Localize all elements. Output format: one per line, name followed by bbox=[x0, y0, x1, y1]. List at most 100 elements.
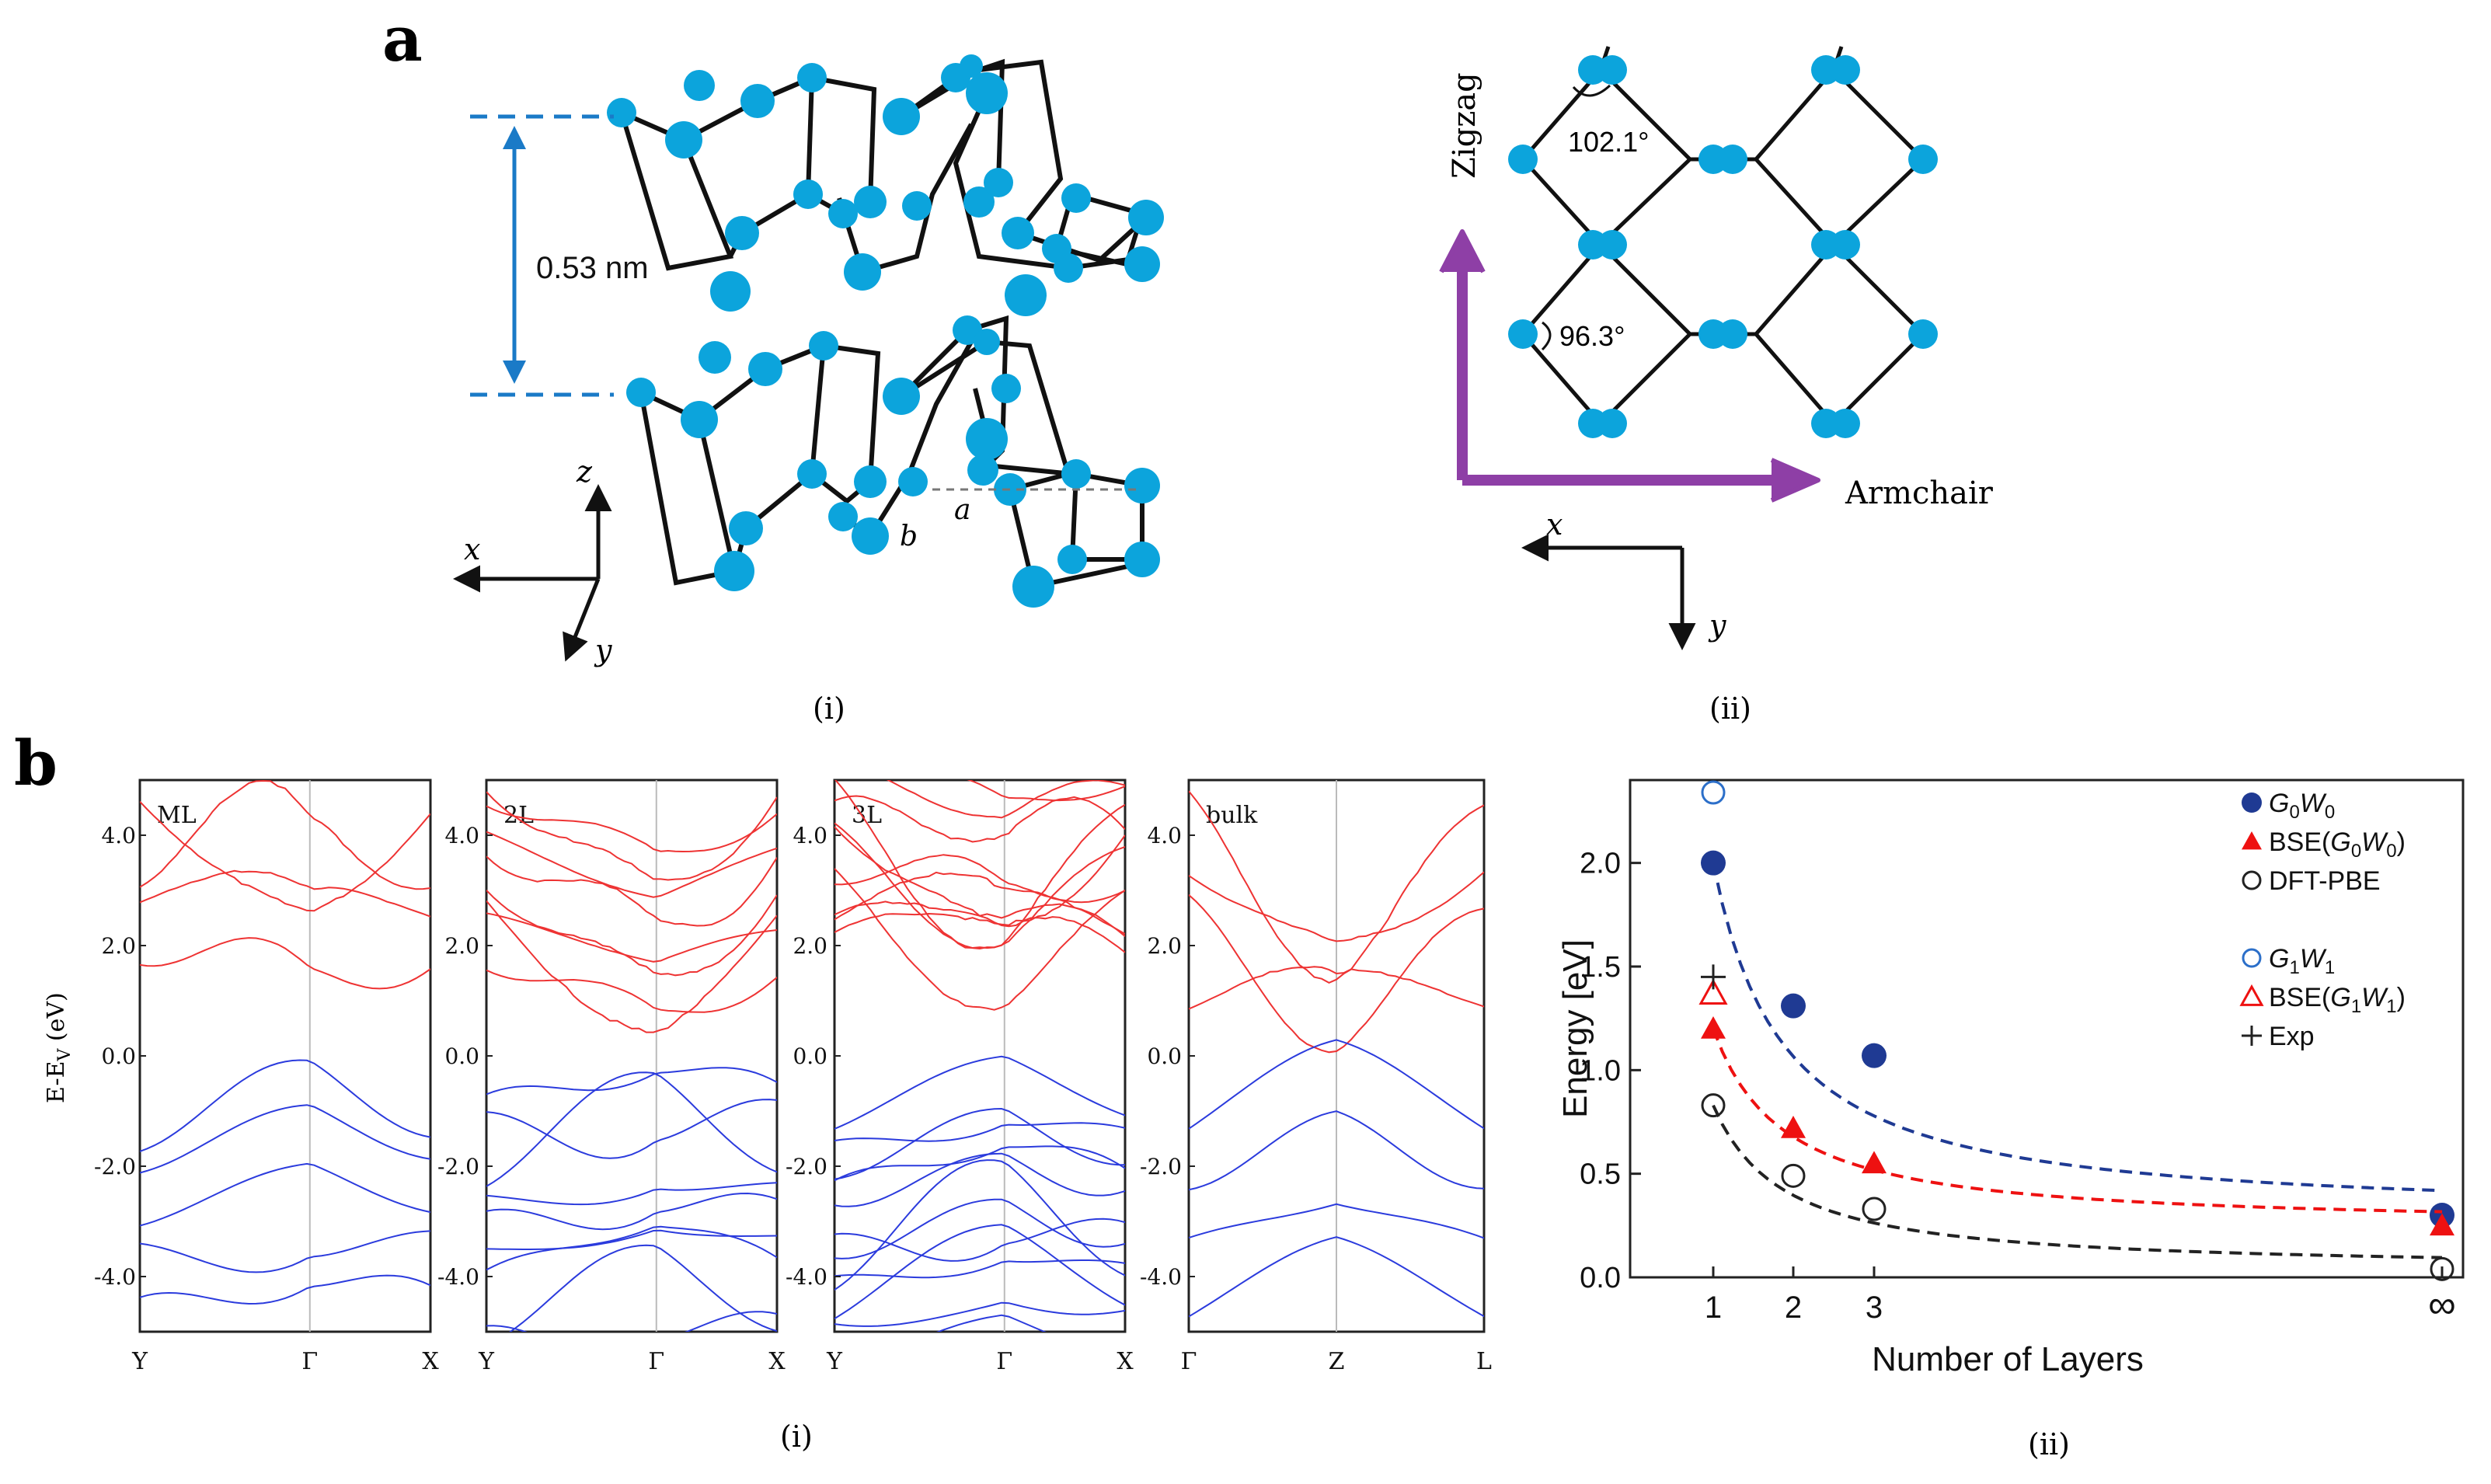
band-kpoint-label: Y bbox=[826, 1348, 843, 1375]
interlayer-distance-label: 0.53 nm bbox=[536, 251, 649, 285]
axis-y-label-2: y bbox=[1708, 608, 1726, 643]
chart-xlabel: Number of Layers bbox=[1872, 1340, 2144, 1378]
valence-band bbox=[140, 1059, 430, 1152]
valence-band bbox=[834, 1122, 1125, 1142]
data-point-G0W0 bbox=[1781, 993, 1806, 1019]
valence-band bbox=[1189, 1039, 1484, 1130]
band-ytick-label: 2.0 bbox=[793, 933, 827, 959]
data-point-BSE(G0W0) bbox=[1701, 1016, 1726, 1039]
axes-2d bbox=[1521, 534, 1696, 650]
data-point-BSE(G0W0) bbox=[2430, 1213, 2454, 1236]
chart-xtick-label: 2 bbox=[1785, 1291, 1802, 1325]
conduction-band bbox=[834, 826, 1125, 928]
conduction-band bbox=[486, 721, 777, 772]
band-ytick-label: 0.0 bbox=[793, 1043, 827, 1069]
direction-arrows bbox=[1439, 229, 1820, 503]
legend-marker bbox=[2242, 1026, 2262, 1046]
valence-band bbox=[486, 1225, 777, 1271]
conduction-band bbox=[1189, 790, 1484, 984]
band-kpoint-label: X bbox=[768, 1348, 786, 1375]
conduction-band bbox=[140, 937, 430, 990]
angle-arc-2 bbox=[1541, 321, 1552, 351]
valence-band bbox=[486, 1067, 777, 1096]
panel-b-sub-ii: (ii) bbox=[2028, 1427, 2070, 1461]
conduction-band bbox=[886, 780, 1125, 819]
chart-ytick-label: 2.0 bbox=[1580, 848, 1621, 880]
valence-band bbox=[935, 1314, 1047, 1332]
valence-band bbox=[834, 1224, 1125, 1320]
panel-a-sub-ii: (ii) bbox=[1709, 691, 1751, 726]
legend-marker bbox=[2239, 984, 2264, 1006]
valence-band bbox=[486, 1071, 777, 1187]
band-ytick-label: -4.0 bbox=[94, 1264, 136, 1290]
chart-ytick-label: 1.5 bbox=[1580, 951, 1621, 984]
armchair-label: Armchair bbox=[1845, 476, 1994, 511]
chart-ytick-label: 0.0 bbox=[1580, 1262, 1621, 1294]
data-point-DFT-PBE bbox=[2430, 1256, 2454, 1281]
conduction-band bbox=[140, 780, 430, 890]
valence-band bbox=[834, 1107, 1125, 1180]
valence-band bbox=[140, 1162, 430, 1227]
legend-label: G1W1 bbox=[2269, 944, 2335, 978]
valence-band bbox=[1189, 1110, 1484, 1191]
valence-band bbox=[486, 1311, 777, 1332]
conduction-band bbox=[140, 715, 430, 761]
axis-y-label: y bbox=[594, 633, 612, 667]
legend-marker bbox=[2242, 948, 2262, 968]
panel-a: a bbox=[382, 2, 1994, 726]
band-kpoint-label: Y bbox=[478, 1348, 495, 1375]
conduction-band bbox=[140, 801, 430, 912]
legend-label: Exp bbox=[2269, 1022, 2315, 1051]
band-kpoint-label: Γ bbox=[301, 1348, 318, 1375]
conduction-band bbox=[834, 868, 1125, 1011]
conduction-band bbox=[486, 855, 777, 927]
band-ytick-label: 0.0 bbox=[444, 1043, 479, 1069]
valence-band bbox=[834, 1198, 1125, 1259]
valence-band bbox=[508, 1244, 777, 1332]
conduction-band bbox=[834, 901, 1125, 937]
bandgap-chart: 0.0 0.5 1.0 1.5 2.0 1 2 3 ∞ Number of Layers Energ… bbox=[1556, 779, 2465, 1378]
band-kpoint-label: Z bbox=[1329, 1348, 1345, 1375]
chart-ytick-label: 1.0 bbox=[1580, 1054, 1621, 1087]
chart-ytick-label: 0.5 bbox=[1580, 1158, 1621, 1191]
conduction-band bbox=[834, 912, 1125, 953]
valence-band bbox=[834, 1259, 1125, 1279]
band-kpoint-label: Y bbox=[131, 1348, 148, 1375]
data-point-G0W0 bbox=[1862, 1043, 1887, 1068]
lattice-b-label: b bbox=[900, 521, 918, 552]
panel-a-letter: a bbox=[382, 2, 423, 75]
band-ytick-label: 4.0 bbox=[101, 823, 136, 848]
conduction-band bbox=[967, 780, 1125, 802]
conduction-band bbox=[486, 831, 777, 898]
interlayer-indicator bbox=[470, 114, 614, 397]
data-point-DFT-PBE bbox=[1701, 1093, 1726, 1118]
band-kpoint-label: X bbox=[1117, 1348, 1134, 1375]
data-point-Exp bbox=[1701, 964, 1726, 990]
atoms-top bbox=[1508, 55, 1938, 438]
atoms-3d bbox=[607, 54, 1164, 608]
band-kpoint-label: L bbox=[1476, 1348, 1492, 1375]
fit-curve-BSE(G0W0) bbox=[1712, 1028, 2443, 1214]
band-ylabel: E-EV (eV) bbox=[43, 992, 75, 1103]
angle-label-2: 96.3° bbox=[1559, 320, 1625, 352]
conduction-band bbox=[834, 822, 1125, 950]
data-point-G1W1 bbox=[1701, 780, 1726, 805]
band-ytick-label: 4.0 bbox=[1147, 823, 1182, 848]
valence-band bbox=[834, 1145, 1125, 1182]
conduction-band bbox=[486, 969, 777, 1013]
band-panel-label: bulk bbox=[1206, 802, 1258, 829]
band-ytick-label: -4.0 bbox=[786, 1264, 827, 1290]
valence-band bbox=[486, 1182, 777, 1206]
data-point-BSE(G1W1) bbox=[1698, 978, 1728, 1005]
legend-marker bbox=[2242, 831, 2262, 850]
valence-band bbox=[140, 1274, 430, 1305]
data-point-G0W0 bbox=[1701, 850, 1726, 876]
band-ytick-label: -2.0 bbox=[437, 1154, 479, 1179]
conduction-band bbox=[486, 791, 777, 881]
band-ytick-label: 4.0 bbox=[793, 823, 827, 848]
band-ytick-label: 0.0 bbox=[101, 1043, 136, 1069]
valence-band bbox=[1189, 1236, 1484, 1318]
band-kpoint-label: Γ bbox=[996, 1348, 1012, 1375]
band-ytick-label: 4.0 bbox=[444, 823, 479, 848]
